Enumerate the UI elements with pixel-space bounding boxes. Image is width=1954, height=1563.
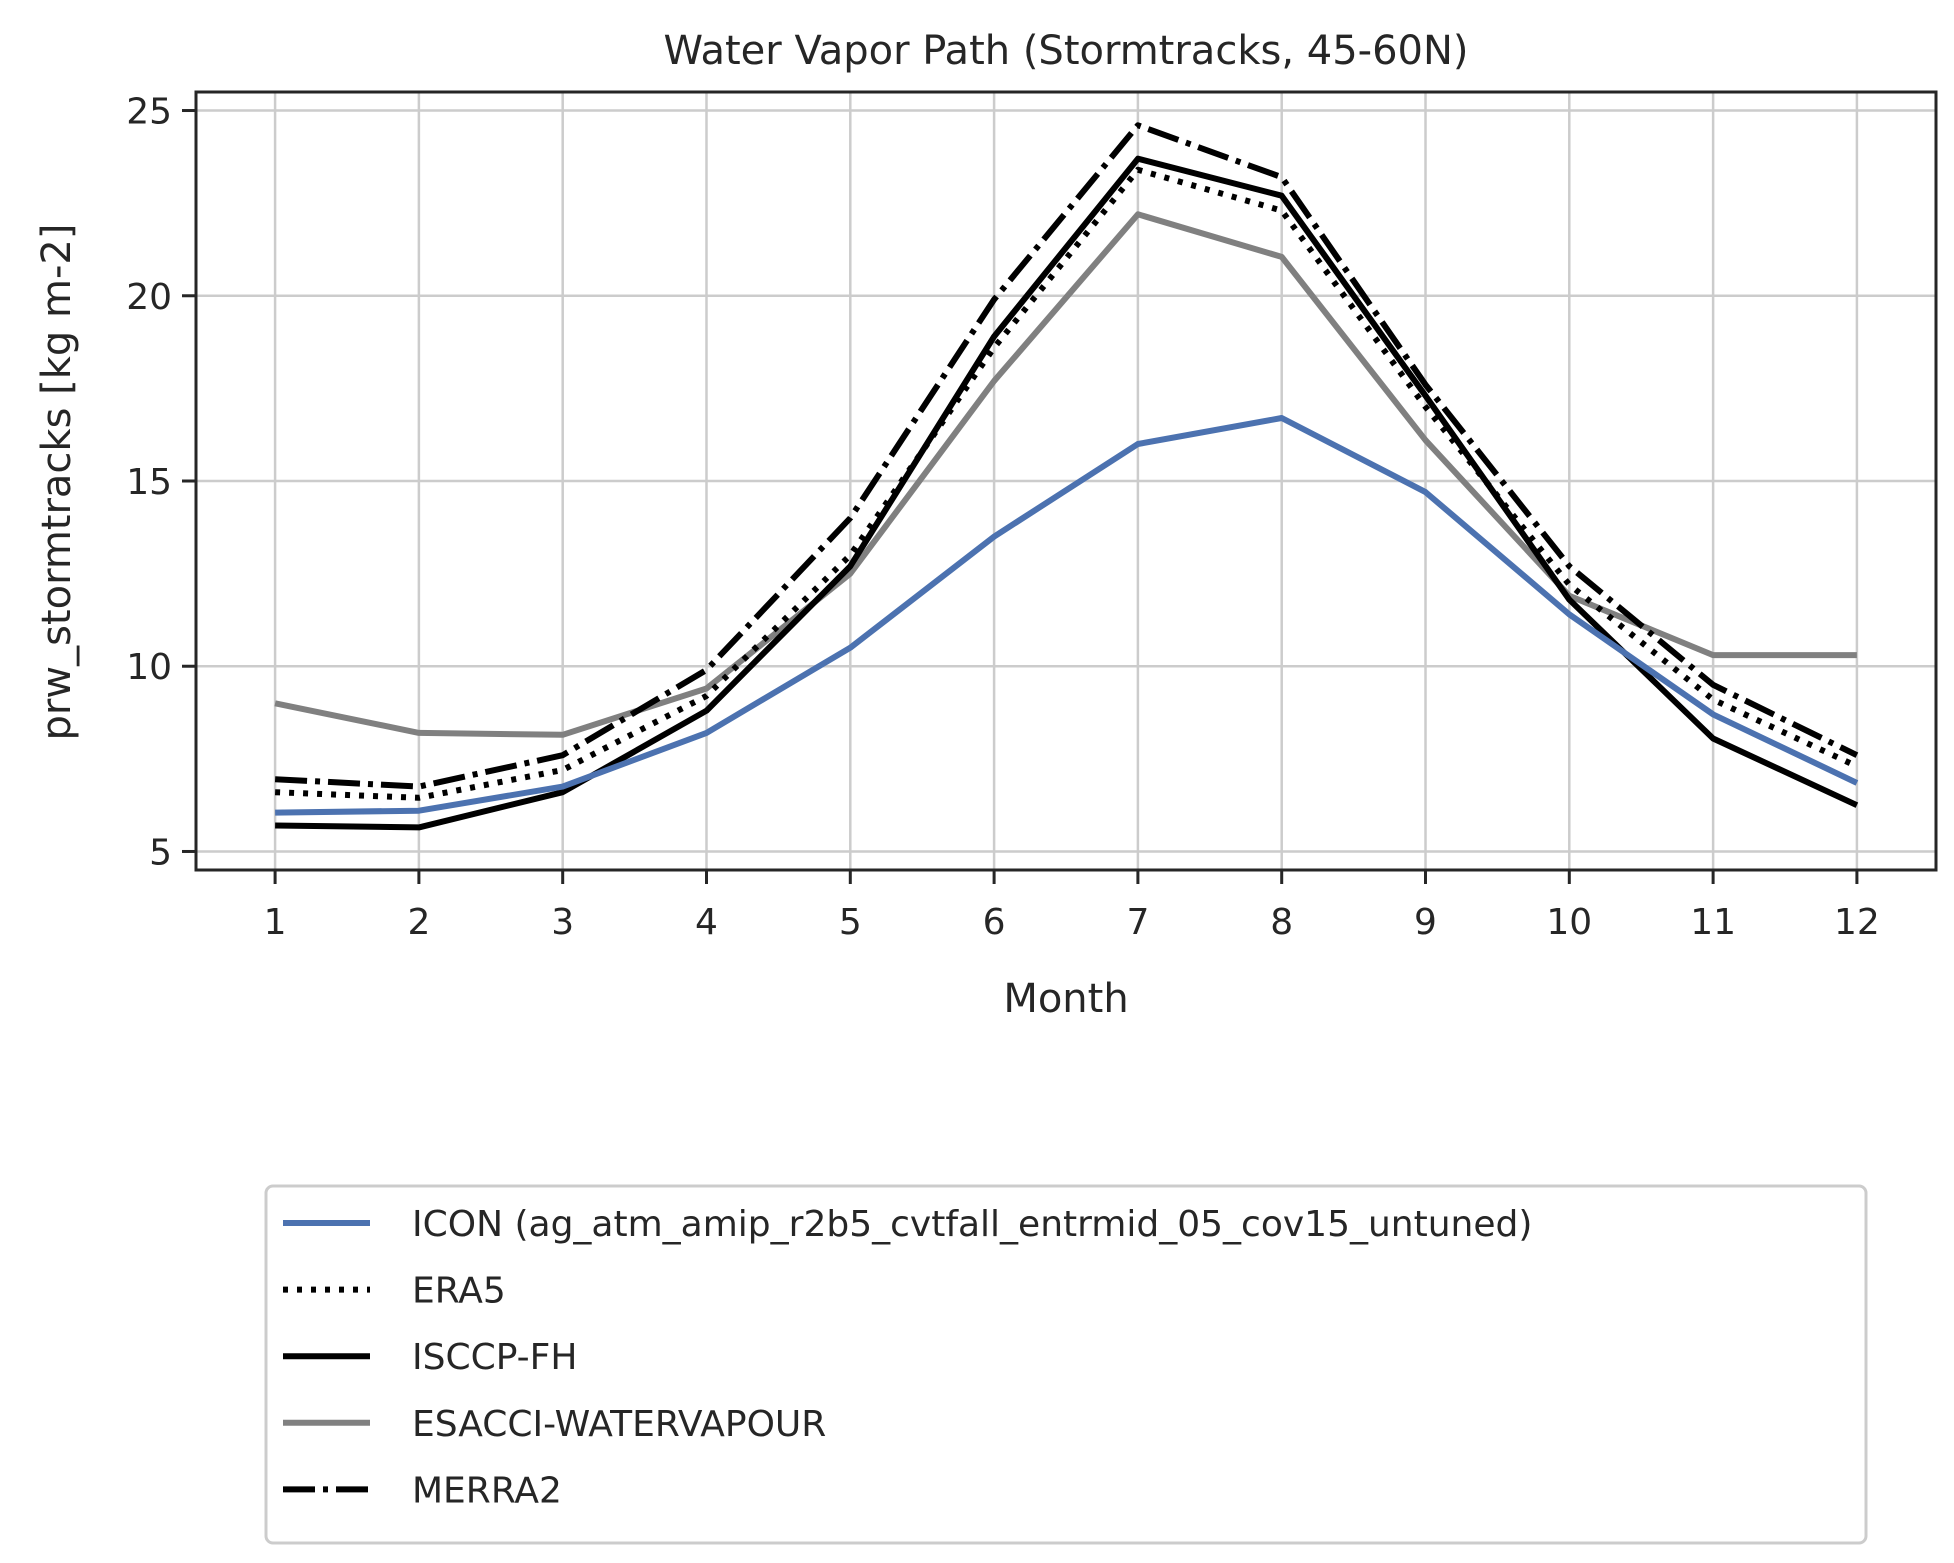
x-tick-label: 11 xyxy=(1690,902,1736,943)
x-tick-label: 2 xyxy=(407,902,430,943)
legend-label: ICON (ag_atm_amip_r2b5_cvtfall_entrmid_0… xyxy=(412,1204,1532,1245)
x-tick-label: 1 xyxy=(264,902,287,943)
x-axis-label: Month xyxy=(1003,976,1128,1022)
x-tick-label: 6 xyxy=(983,902,1006,943)
legend-label: ERA5 xyxy=(412,1271,506,1312)
series-line-era5 xyxy=(274,166,1859,801)
legend-label: ISCCP-FH xyxy=(412,1337,577,1378)
grid-lines xyxy=(196,92,1936,870)
y-tick-label: 15 xyxy=(126,462,172,503)
legend: ICON (ag_atm_amip_r2b5_cvtfall_entrmid_0… xyxy=(264,1184,1868,1545)
x-tick-label: 5 xyxy=(839,902,862,943)
y-tick-label: 25 xyxy=(126,92,172,133)
legend-label: MERRA2 xyxy=(412,1470,562,1511)
x-tick-label: 7 xyxy=(1126,902,1149,943)
series-line-icon-ag-atm-amip-r2b5-cvtfall-entrmid-05-cov15-untuned xyxy=(275,415,1859,816)
y-axis-label: prw_stormtracks [kg m-2] xyxy=(34,224,80,741)
x-tick-label: 3 xyxy=(551,902,574,943)
series-lines xyxy=(274,122,1859,831)
y-tick-label: 10 xyxy=(126,647,172,688)
x-tick-label: 8 xyxy=(1270,902,1293,943)
x-tick-label: 9 xyxy=(1414,902,1437,943)
chart-title: Water Vapor Path (Stormtracks, 45-60N) xyxy=(663,28,1468,74)
legend-box xyxy=(264,1184,1868,1545)
y-tick-label: 5 xyxy=(149,832,172,873)
y-tick-label: 20 xyxy=(126,277,172,318)
series-line-isccp-fh xyxy=(275,155,1859,831)
series-line-esacci-watervapour xyxy=(274,211,1857,738)
x-tick-label: 4 xyxy=(695,902,718,943)
series-line-merra2 xyxy=(274,122,1859,790)
x-tick-label: 10 xyxy=(1546,902,1592,943)
legend-label: ESACCI-WATERVAPOUR xyxy=(412,1404,826,1445)
x-tick-label: 12 xyxy=(1834,902,1880,943)
